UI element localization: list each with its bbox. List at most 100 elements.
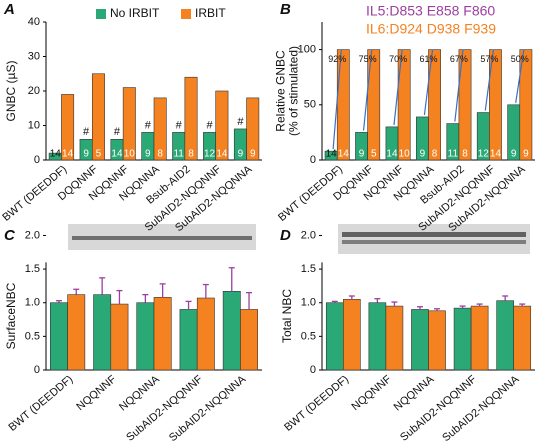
n-label: 14 <box>490 149 502 160</box>
n-label: 9 <box>238 149 244 160</box>
bar <box>179 309 198 371</box>
panel-label: A <box>3 1 15 18</box>
x-tick-label: SubAID2-NQQNNF <box>398 373 479 444</box>
bar <box>240 309 258 371</box>
n-label: 14 <box>111 149 123 160</box>
y-axis-label: GNBC (µS) <box>4 61 18 122</box>
bar <box>368 302 387 371</box>
y-tick-label: 0.5 <box>25 330 40 342</box>
n-label: 14 <box>326 149 338 160</box>
blot-band <box>72 236 252 240</box>
y-tick-label: 40 <box>28 16 40 28</box>
bar <box>397 49 411 161</box>
bar <box>411 309 429 371</box>
y-tick-label: 0 <box>34 154 40 166</box>
drop-arrow <box>454 49 464 122</box>
drop-label: 67% <box>450 54 468 64</box>
bar <box>122 87 136 161</box>
drop-label: 61% <box>419 54 437 64</box>
n-label: 14 <box>338 149 350 160</box>
bar <box>91 73 105 161</box>
bar <box>496 300 515 371</box>
n-label: 10 <box>399 149 411 160</box>
x-tick-label: NQQNNF <box>349 373 393 413</box>
bar <box>215 90 229 161</box>
drop-arrow <box>393 49 403 125</box>
x-tick-label: BWT (DEEDDF) <box>7 373 76 434</box>
bar <box>453 307 472 371</box>
n-label: 12 <box>478 149 490 160</box>
bar <box>61 94 75 161</box>
y-tick-label: 1.0 <box>301 297 316 309</box>
drop-label: 75% <box>359 54 377 64</box>
annotation: # <box>176 119 183 131</box>
bar <box>489 49 502 161</box>
n-label: 5 <box>371 149 377 160</box>
annotation: # <box>114 126 121 138</box>
y-tick-label: 1.5 <box>301 263 316 275</box>
n-label: 14 <box>216 149 228 160</box>
y-tick-label: 10 <box>28 119 40 131</box>
n-label: 9 <box>145 149 151 160</box>
n-label: 9 <box>359 149 365 160</box>
n-label: 14 <box>386 149 398 160</box>
drop-label: 70% <box>389 54 407 64</box>
drop-arrow <box>332 49 342 150</box>
n-label: 10 <box>124 149 136 160</box>
panel-label: D <box>280 227 291 244</box>
x-tick-label: BWT (DEEDDF) <box>282 373 351 434</box>
bar <box>325 302 344 371</box>
bar <box>196 297 215 371</box>
bar <box>513 305 532 371</box>
bar <box>93 294 112 371</box>
n-label: 8 <box>157 149 163 160</box>
y-tick-label: 50 <box>304 99 316 111</box>
y-tick-label: 100 <box>298 44 316 56</box>
n-label: 11 <box>448 149 459 160</box>
annotation: # <box>83 126 90 138</box>
n-label: 5 <box>96 149 102 160</box>
blot-c <box>68 224 256 250</box>
legend-label: No IRBIT <box>110 6 160 20</box>
y-tick-label: 20 <box>28 85 40 97</box>
x-tick-label: SubAID2-NQQNNA <box>167 373 249 444</box>
n-label: 8 <box>188 149 194 160</box>
y-tick-label: 0 <box>310 364 316 376</box>
x-tick-label: SubAID2-NQQNNF <box>124 373 205 444</box>
drop-label: 92% <box>328 54 346 64</box>
y-axis-label: (% of stimulated) <box>287 46 301 136</box>
drop-label: 57% <box>480 54 498 64</box>
y-axis-label: SurfaceNBC <box>4 282 18 349</box>
panel-label: B <box>280 1 291 18</box>
bar <box>428 310 446 371</box>
blot-band <box>342 240 526 244</box>
bar <box>385 305 404 371</box>
drop-arrow <box>423 49 434 116</box>
y-tick-label: 0 <box>34 364 40 376</box>
note: IL6:D924 D938 F939 <box>366 21 496 37</box>
bar <box>184 76 198 161</box>
y-tick-label: 2.0 <box>301 229 316 241</box>
legend-label: IRBIT <box>195 6 226 20</box>
blot-d <box>338 224 530 254</box>
blot-image <box>338 224 530 254</box>
annotation: # <box>145 119 152 131</box>
annotation: # <box>206 119 213 131</box>
n-label: 9 <box>420 149 426 160</box>
bar <box>458 49 472 161</box>
bar <box>428 49 441 161</box>
y-axis-label: Total NBC <box>280 289 294 343</box>
n-label: 8 <box>462 149 468 160</box>
note: IL5:D853 E858 F860 <box>366 3 495 19</box>
n-label: 9 <box>83 149 89 160</box>
y-tick-label: 1.5 <box>25 263 40 275</box>
bar <box>67 294 86 371</box>
blot-band <box>342 232 526 237</box>
n-label: 9 <box>523 149 529 160</box>
bar <box>519 49 533 161</box>
drop-arrow <box>515 49 525 103</box>
bar <box>367 49 381 161</box>
x-tick-label: SubAID2-NQQNNA <box>440 373 522 444</box>
bar <box>153 97 167 161</box>
